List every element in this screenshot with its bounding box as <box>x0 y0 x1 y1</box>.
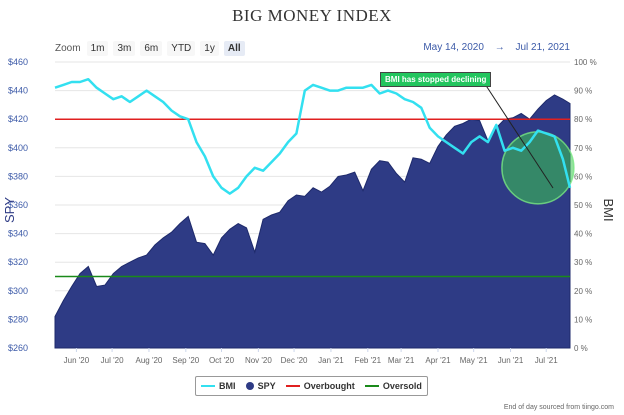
left-tick-label: $360 <box>8 200 28 210</box>
legend-item-spy[interactable]: SPY <box>245 381 276 391</box>
right-axis-title: BMI <box>601 198 616 221</box>
x-tick-label: May '21 <box>460 356 488 365</box>
x-tick-label: Apr '21 <box>425 356 451 365</box>
right-tick-label: 50 % <box>574 201 592 210</box>
bmi-swatch <box>201 385 216 387</box>
left-tick-label: $280 <box>8 314 28 324</box>
overbought-swatch <box>285 385 300 387</box>
x-tick-label: Jun '21 <box>498 356 524 365</box>
zoom-all-button[interactable]: All <box>223 41 245 56</box>
right-tick-label: 10 % <box>574 315 592 324</box>
legend-label-spy: SPY <box>257 381 276 391</box>
x-tick-label: Sep '20 <box>172 356 199 365</box>
annotation-pointer <box>484 83 554 189</box>
left-tick-label: $300 <box>8 286 28 296</box>
left-tick-label: $260 <box>8 343 28 353</box>
date-range: May 14, 2020 → Jul 21, 2021 <box>419 42 574 53</box>
range-from-input[interactable]: May 14, 2020 <box>423 42 484 53</box>
x-tick-label: Jul '21 <box>535 356 558 365</box>
left-tick-label: $340 <box>8 229 28 239</box>
right-tick-label: 40 % <box>574 230 592 239</box>
right-tick-label: 60 % <box>574 172 592 181</box>
x-tick-label: Jan '21 <box>318 356 344 365</box>
legend-label-bmi: BMI <box>219 381 236 391</box>
range-to-input[interactable]: Jul 21, 2021 <box>515 42 571 53</box>
left-tick-label: $400 <box>8 143 28 153</box>
data-credit: End of day sourced from tiingo.com <box>503 404 614 411</box>
legend-item-overbought[interactable]: Overbought <box>285 381 355 391</box>
x-tick-label: Mar '21 <box>388 356 415 365</box>
right-tick-label: 0 % <box>574 344 588 353</box>
chart-title: BIG MONEY INDEX <box>232 6 392 25</box>
annotation-label: BMI has stopped declining <box>380 72 492 87</box>
left-tick-label: $440 <box>8 86 28 96</box>
right-tick-label: 20 % <box>574 287 592 296</box>
x-tick-label: Feb '21 <box>355 356 382 365</box>
zoom-1m-button[interactable]: 1m <box>86 41 109 56</box>
legend-label-overbought: Overbought <box>303 381 355 391</box>
zoom-label: Zoom <box>55 43 81 54</box>
x-tick-label: Jul '20 <box>101 356 124 365</box>
left-tick-label: $320 <box>8 257 28 267</box>
right-tick-label: 100 % <box>574 58 597 67</box>
x-tick-label: Nov '20 <box>245 356 272 365</box>
bmi-line <box>54 77 572 195</box>
legend: BMI SPY Overbought Oversold <box>195 376 428 396</box>
right-tick-label: 30 % <box>574 258 592 267</box>
oversold-swatch <box>364 385 379 387</box>
legend-item-bmi[interactable]: BMI <box>201 381 236 391</box>
highlight-circle <box>501 131 575 205</box>
left-tick-label: $420 <box>8 114 28 124</box>
left-tick-label: $460 <box>8 57 28 67</box>
zoom-1y-button[interactable]: 1y <box>200 41 219 56</box>
x-tick-label: Jun '20 <box>64 356 90 365</box>
range-separator: → <box>494 42 505 53</box>
x-tick-label: Aug '20 <box>136 356 163 365</box>
zoom-3m-button[interactable]: 3m <box>113 41 136 56</box>
right-tick-label: 80 % <box>574 115 592 124</box>
legend-item-oversold[interactable]: Oversold <box>364 381 422 391</box>
x-tick-label: Dec '20 <box>281 356 308 365</box>
left-tick-label: $380 <box>8 171 28 181</box>
zoom-6m-button[interactable]: 6m <box>140 41 163 56</box>
left-axis-title: SPY <box>2 197 17 223</box>
spy-swatch <box>245 382 254 390</box>
x-tick-label: Oct '20 <box>209 356 235 365</box>
zoom-bar: Zoom 1m 3m 6m YTD 1y All <box>55 41 250 56</box>
zoom-ytd-button[interactable]: YTD <box>167 41 196 56</box>
right-tick-label: 90 % <box>574 87 592 96</box>
right-tick-label: 70 % <box>574 144 592 153</box>
legend-label-oversold: Oversold <box>382 381 422 391</box>
